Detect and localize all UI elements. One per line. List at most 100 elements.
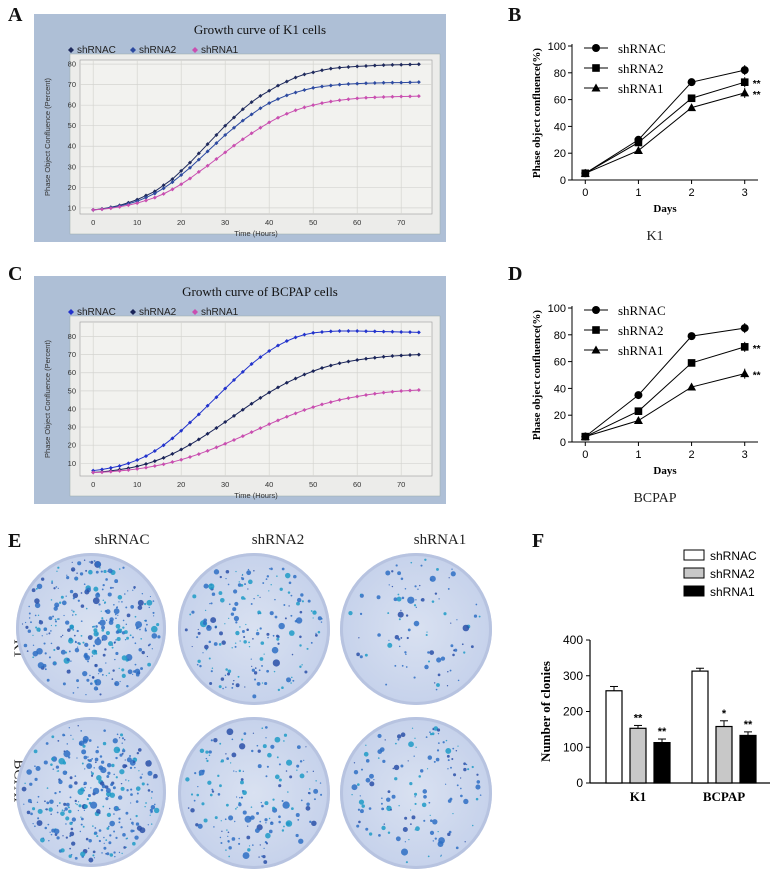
data-point bbox=[328, 363, 333, 368]
colony-spot bbox=[463, 651, 466, 654]
data-point bbox=[381, 354, 386, 359]
colony-spot bbox=[306, 647, 309, 650]
colony-spot bbox=[421, 598, 425, 602]
colony-spot bbox=[266, 669, 270, 673]
data-point bbox=[232, 377, 236, 382]
legend-swatch bbox=[683, 567, 705, 579]
data-point bbox=[188, 442, 192, 447]
colony-spot bbox=[287, 591, 291, 594]
colony-spot bbox=[104, 785, 109, 789]
colony-spot bbox=[274, 615, 278, 619]
y-axis-label: Number of clonies bbox=[538, 661, 553, 762]
colony-spot bbox=[238, 802, 242, 807]
colony-spot bbox=[147, 644, 150, 647]
colony-spot bbox=[407, 760, 409, 762]
colony-spot bbox=[414, 829, 416, 831]
colony-spot bbox=[114, 658, 116, 661]
colony-spot bbox=[114, 579, 119, 584]
colony-spot bbox=[105, 797, 109, 801]
colony-spot bbox=[319, 782, 322, 784]
colony-spot bbox=[256, 811, 260, 815]
legend-label: shRNA2 bbox=[618, 61, 664, 76]
colony-spot bbox=[294, 620, 298, 623]
colony-spot bbox=[72, 738, 74, 740]
colony-spot bbox=[400, 764, 404, 768]
data-point bbox=[580, 168, 590, 177]
colony-spot bbox=[150, 812, 152, 814]
colony-spot bbox=[76, 803, 78, 806]
colony-spot bbox=[68, 854, 72, 858]
colony-spot bbox=[393, 764, 400, 771]
colony-spot bbox=[48, 616, 53, 621]
series-line bbox=[585, 373, 745, 438]
colony-spot bbox=[134, 642, 137, 645]
data-point bbox=[337, 361, 342, 366]
colony-spot bbox=[265, 775, 268, 778]
colony-spot bbox=[266, 765, 269, 768]
colony-spot bbox=[235, 630, 240, 636]
data-point bbox=[179, 428, 184, 433]
colony-spot bbox=[247, 568, 250, 571]
colony-spot bbox=[435, 757, 440, 762]
colony-spot bbox=[388, 584, 390, 586]
colony-spot bbox=[97, 637, 100, 640]
legend-marker bbox=[592, 64, 600, 72]
colony-spot bbox=[116, 637, 121, 642]
colony-spot bbox=[82, 744, 86, 748]
colony-spot bbox=[148, 606, 151, 609]
colony-spot bbox=[69, 776, 73, 780]
colony-spot bbox=[50, 833, 53, 836]
colony-spot bbox=[113, 608, 120, 615]
legend-label: shRNAC bbox=[77, 307, 116, 318]
colony-spot bbox=[110, 783, 114, 787]
data-point bbox=[161, 183, 166, 188]
colony-spot bbox=[247, 848, 251, 852]
colony-spot bbox=[431, 732, 435, 736]
colony-spots bbox=[351, 726, 482, 864]
colony-spot bbox=[125, 779, 127, 781]
colony-spot bbox=[475, 784, 481, 790]
colony-spot bbox=[74, 641, 77, 644]
colony-spot bbox=[356, 652, 360, 657]
data-point bbox=[337, 65, 342, 70]
colony-spot bbox=[103, 836, 105, 839]
colony-spot bbox=[77, 686, 79, 689]
colony-spot bbox=[301, 664, 303, 666]
colony-spot bbox=[91, 675, 95, 679]
colony-spot bbox=[34, 614, 37, 617]
colony-spot bbox=[261, 727, 264, 729]
plot-area bbox=[79, 59, 433, 215]
colony-spot bbox=[218, 685, 222, 689]
colony-spot bbox=[77, 599, 80, 602]
colony-spot bbox=[290, 682, 292, 684]
colony-spot bbox=[381, 807, 384, 811]
colony-spot bbox=[267, 636, 269, 639]
colony-spot bbox=[56, 805, 59, 807]
colony-spot bbox=[359, 593, 362, 596]
colony-spot bbox=[187, 807, 190, 809]
data-point bbox=[381, 94, 386, 99]
colony-spot bbox=[98, 603, 101, 606]
colony-spot bbox=[410, 823, 412, 826]
data-point bbox=[328, 66, 333, 71]
y-axis-label: Phase Object Confluence (Percent) bbox=[43, 340, 52, 458]
legend-label: shRNA2 bbox=[139, 307, 177, 318]
colony-spot bbox=[208, 640, 212, 644]
colony-spot bbox=[102, 583, 105, 587]
colony-spot bbox=[388, 639, 390, 641]
colony-spot bbox=[455, 846, 459, 850]
data-point bbox=[126, 203, 131, 208]
colony-spot bbox=[132, 636, 134, 639]
colony-spot bbox=[72, 629, 75, 631]
data-point bbox=[364, 329, 368, 334]
colony-spot bbox=[460, 794, 463, 798]
colony-spot bbox=[118, 667, 120, 670]
colony-spot bbox=[77, 725, 79, 727]
colony-spot bbox=[467, 768, 470, 771]
colony-spot bbox=[47, 823, 50, 826]
colony-spot bbox=[95, 749, 99, 754]
colony-spot bbox=[445, 739, 448, 742]
colony-spot bbox=[405, 614, 409, 617]
colony-spot bbox=[408, 741, 414, 748]
colony-spot bbox=[105, 630, 110, 636]
